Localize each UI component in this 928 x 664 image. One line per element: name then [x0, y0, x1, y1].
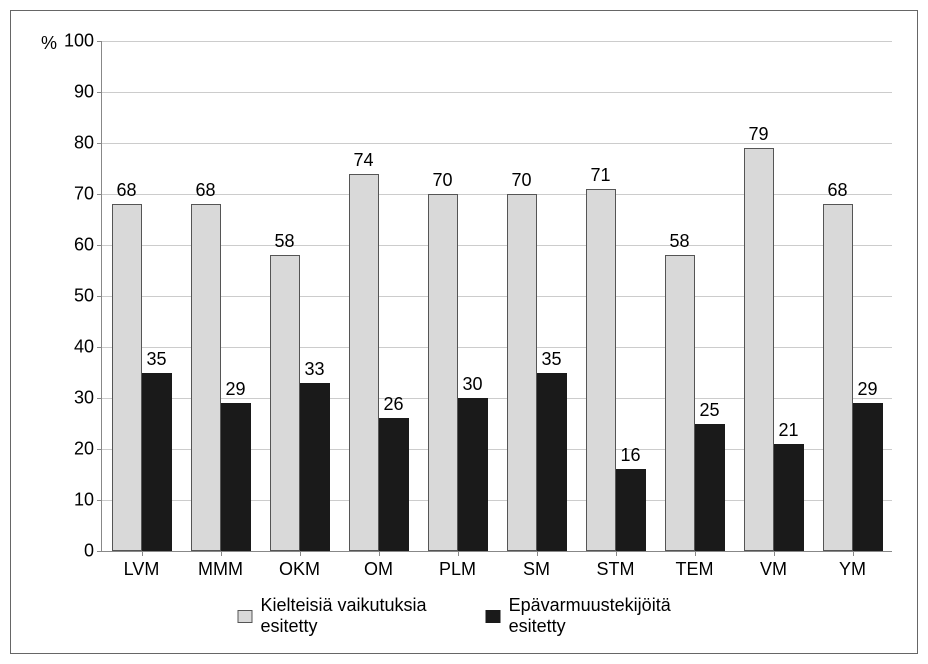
bar: 79: [744, 148, 774, 551]
category-label: STM: [597, 559, 635, 580]
y-tick-label: 80: [74, 133, 94, 154]
bar-group: 7116STM: [576, 41, 655, 551]
y-tick-label: 60: [74, 235, 94, 256]
bar-group: 6829MMM: [181, 41, 260, 551]
legend-swatch-1: [486, 610, 501, 623]
category-label: MMM: [198, 559, 243, 580]
bar: 74: [349, 174, 379, 551]
legend-label-0: Kielteisiä vaikutuksia esitetty: [260, 595, 445, 637]
bar-value-label: 30: [462, 374, 482, 395]
bar: 35: [537, 373, 567, 552]
chart-container: % 0102030405060708090100 6835LVM6829MMM5…: [10, 10, 918, 654]
bar: 16: [616, 469, 646, 551]
x-tick-mark: [458, 551, 459, 556]
legend-label-1: Epävarmuustekijöitä esitetty: [509, 595, 691, 637]
category-label: SM: [523, 559, 550, 580]
bar-value-label: 74: [353, 150, 373, 171]
bar-value-label: 70: [511, 170, 531, 191]
x-tick-mark: [774, 551, 775, 556]
bar-group: 7030PLM: [418, 41, 497, 551]
y-axis-label: %: [41, 33, 57, 54]
y-tick-label: 10: [74, 490, 94, 511]
category-label: OM: [364, 559, 393, 580]
legend-item-series-0: Kielteisiä vaikutuksia esitetty: [238, 595, 446, 637]
y-tick-label: 30: [74, 388, 94, 409]
bar: 68: [191, 204, 221, 551]
legend: Kielteisiä vaikutuksia esitetty Epävarmu…: [238, 595, 691, 637]
x-tick-mark: [300, 551, 301, 556]
bar: 68: [112, 204, 142, 551]
x-tick-mark: [853, 551, 854, 556]
y-tick-label: 20: [74, 439, 94, 460]
bar-group: 5833OKM: [260, 41, 339, 551]
bar-value-label: 71: [590, 165, 610, 186]
bar-group: 5825TEM: [655, 41, 734, 551]
legend-item-series-1: Epävarmuustekijöitä esitetty: [486, 595, 691, 637]
bar-value-label: 25: [699, 400, 719, 421]
x-tick-mark: [616, 551, 617, 556]
bar: 68: [823, 204, 853, 551]
bar-value-label: 29: [857, 379, 877, 400]
category-label: LVM: [124, 559, 160, 580]
bar: 21: [774, 444, 804, 551]
bar-value-label: 79: [748, 124, 768, 145]
y-tick-label: 70: [74, 184, 94, 205]
y-tick-label: 100: [64, 31, 94, 52]
x-tick-mark: [142, 551, 143, 556]
x-tick-mark: [537, 551, 538, 556]
bar: 35: [142, 373, 172, 552]
x-tick-mark: [379, 551, 380, 556]
bar: 25: [695, 424, 725, 552]
y-tick-label: 40: [74, 337, 94, 358]
x-tick-mark: [695, 551, 696, 556]
bar-group: 7035SM: [497, 41, 576, 551]
bar-group: 7426OM: [339, 41, 418, 551]
category-label: YM: [839, 559, 866, 580]
category-label: PLM: [439, 559, 476, 580]
bar-value-label: 33: [304, 359, 324, 380]
category-label: VM: [760, 559, 787, 580]
x-tick-mark: [221, 551, 222, 556]
bar: 70: [428, 194, 458, 551]
bar-value-label: 70: [432, 170, 452, 191]
bar-value-label: 58: [669, 231, 689, 252]
bar-value-label: 68: [195, 180, 215, 201]
bar-value-label: 35: [146, 349, 166, 370]
bar-value-label: 58: [274, 231, 294, 252]
y-tick-mark: [97, 551, 102, 552]
bar: 30: [458, 398, 488, 551]
bars-row: 6835LVM6829MMM5833OKM7426OM7030PLM7035SM…: [102, 41, 892, 551]
bar: 70: [507, 194, 537, 551]
y-tick-label: 50: [74, 286, 94, 307]
bar: 26: [379, 418, 409, 551]
bar: 29: [853, 403, 883, 551]
category-label: TEM: [676, 559, 714, 580]
bar: 71: [586, 189, 616, 551]
bar: 29: [221, 403, 251, 551]
bar-group: 7921VM: [734, 41, 813, 551]
bar-value-label: 68: [827, 180, 847, 201]
y-tick-label: 90: [74, 82, 94, 103]
bar-value-label: 21: [778, 420, 798, 441]
bar-value-label: 68: [116, 180, 136, 201]
bar-value-label: 26: [383, 394, 403, 415]
legend-swatch-0: [238, 610, 253, 623]
bar: 58: [665, 255, 695, 551]
bar-value-label: 16: [620, 445, 640, 466]
bar-value-label: 29: [225, 379, 245, 400]
bar-value-label: 35: [541, 349, 561, 370]
bar: 33: [300, 383, 330, 551]
bar-group: 6829YM: [813, 41, 892, 551]
plot-area: 0102030405060708090100 6835LVM6829MMM583…: [101, 41, 892, 552]
bar: 58: [270, 255, 300, 551]
bar-group: 6835LVM: [102, 41, 181, 551]
category-label: OKM: [279, 559, 320, 580]
y-tick-label: 0: [84, 541, 94, 562]
